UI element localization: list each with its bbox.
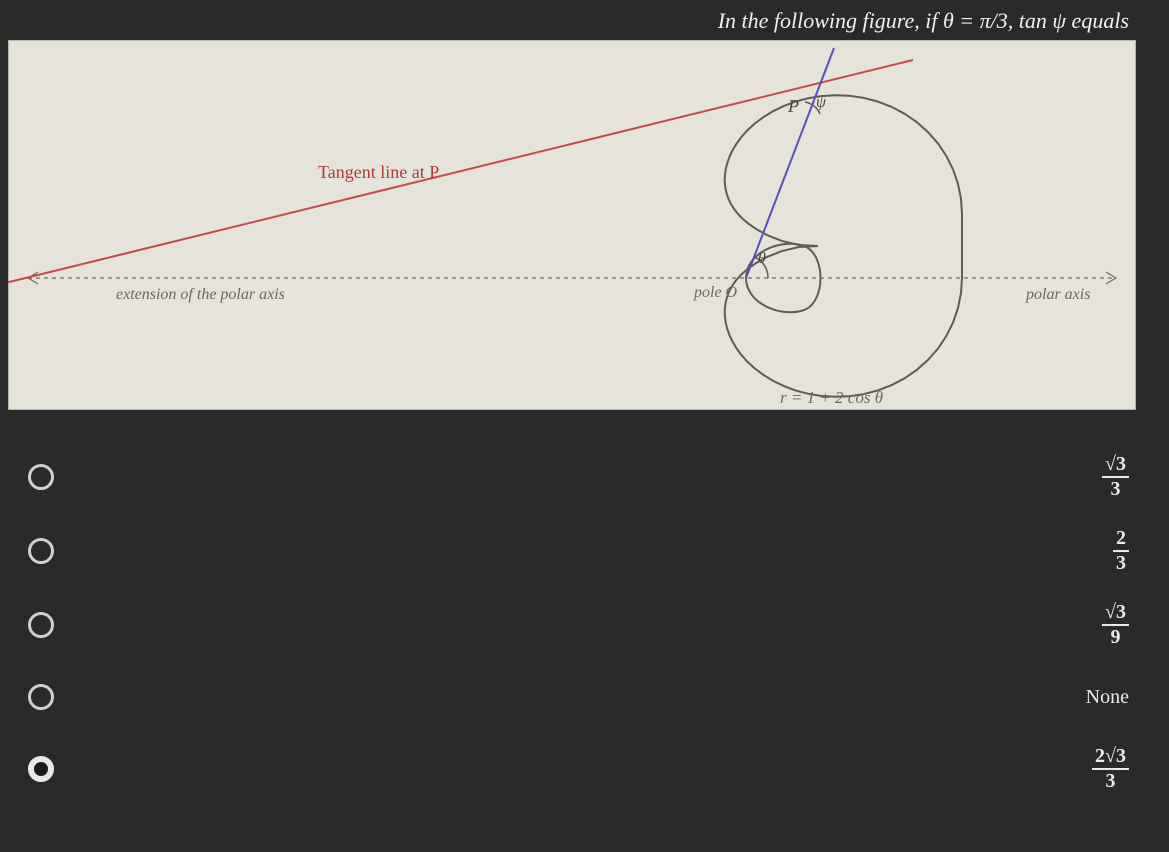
answer-text-2: 23 (1113, 528, 1129, 574)
answer-text-3: √39 (1102, 602, 1129, 648)
figure-panel: extension of the polar axis polar axis p… (8, 40, 1136, 410)
radio-2[interactable] (28, 538, 54, 564)
answer-option-3[interactable]: √39 (0, 588, 1169, 662)
answer-text-5: 2√33 (1092, 746, 1129, 792)
figure-svg (8, 40, 1136, 410)
answer-list: √33 23 √39 None 2√33 (0, 440, 1169, 806)
label-equation: r = 1 + 2 cos θ (780, 388, 883, 408)
radio-1[interactable] (28, 464, 54, 490)
answer-option-2[interactable]: 23 (0, 514, 1169, 588)
answer-option-1[interactable]: √33 (0, 440, 1169, 514)
label-pole: pole O (694, 284, 737, 302)
radio-4[interactable] (28, 684, 54, 710)
question-text: In the following figure, if θ = π/3, tan… (0, 8, 1169, 34)
label-psi: ψ (816, 94, 826, 112)
radio-5[interactable] (28, 756, 54, 782)
answer-option-5[interactable]: 2√33 (0, 732, 1169, 806)
answer-option-4[interactable]: None (0, 662, 1169, 732)
limacon-curve (738, 243, 962, 396)
label-P: P (788, 96, 799, 117)
label-theta: θ (758, 250, 766, 268)
radio-3[interactable] (28, 612, 54, 638)
label-polar-axis: polar axis (1026, 286, 1090, 304)
limacon-curve-full (725, 95, 962, 397)
label-extension: extension of the polar axis (116, 286, 285, 304)
answer-text-1: √33 (1102, 454, 1129, 500)
answer-text-4: None (1086, 686, 1129, 709)
label-tangent: Tangent line at P (318, 162, 439, 183)
